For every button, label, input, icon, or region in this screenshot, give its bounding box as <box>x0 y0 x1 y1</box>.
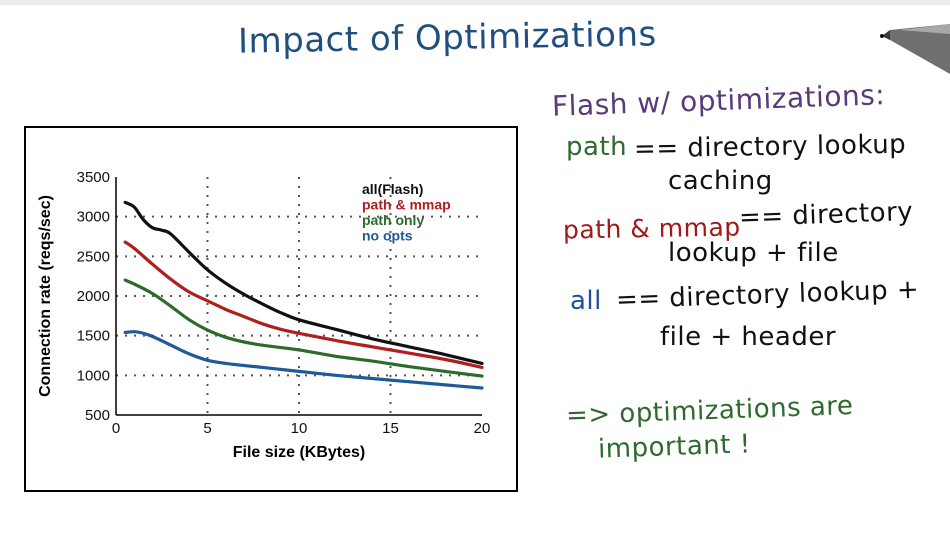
y-tick-label: 1000 <box>77 367 110 384</box>
x-tick-label: 20 <box>474 420 491 437</box>
note-all-definition-cont: file + header <box>660 322 837 352</box>
legend-entry: path only <box>362 212 424 228</box>
note-conclusion: => optimizations are <box>565 390 854 432</box>
y-tick-label: 2500 <box>77 248 110 265</box>
y-tick-label: 3000 <box>77 209 110 226</box>
note-path-term: path <box>566 132 628 162</box>
legend-entry: path & mmap <box>362 197 451 213</box>
legend-entry: all(Flash) <box>362 181 423 197</box>
x-tick-label: 5 <box>203 420 211 437</box>
x-tick-label: 10 <box>291 420 308 437</box>
x-axis-label: File size (KBytes) <box>233 444 365 461</box>
y-tick-label: 2000 <box>77 288 110 305</box>
x-tick-labels: 0 5 10 15 20 <box>112 420 491 437</box>
series-line-no-opts <box>123 330 484 390</box>
chart-frame: 500 1000 1500 2000 2500 3000 3500 0 5 10 15 20 all… <box>24 126 518 492</box>
series-lines <box>123 200 484 390</box>
y-tick-label: 500 <box>85 407 110 424</box>
x-tick-label: 0 <box>112 420 120 437</box>
y-axis-label: Connection rate (reqs/sec) <box>37 195 54 397</box>
pen-icon <box>880 24 950 74</box>
slide-title: Impact of Optimizations <box>237 14 658 62</box>
series-line-path-only <box>123 278 484 378</box>
series-line-path-mmap <box>123 240 484 369</box>
note-mmap-definition-cont: lookup + file <box>668 238 839 268</box>
note-mmap-definition: == directory <box>738 196 914 234</box>
note-path-definition-cont: caching <box>668 166 773 196</box>
note-path-definition: == directory lookup <box>633 129 907 165</box>
legend-entry: no opts <box>362 228 413 244</box>
y-tick-label: 3500 <box>77 169 110 186</box>
line-chart: 500 1000 1500 2000 2500 3000 3500 0 5 10 15 20 all… <box>37 169 491 461</box>
top-border <box>0 0 950 5</box>
y-tick-label: 1500 <box>77 328 110 345</box>
note-conclusion-cont: important ! <box>597 429 752 465</box>
grid-lines <box>116 177 482 415</box>
note-all-definition: == directory lookup + <box>615 274 920 316</box>
series-line-all-flash <box>123 200 484 365</box>
notes-heading: Flash w/ optimizations: <box>551 78 886 123</box>
x-tick-label: 15 <box>382 420 399 437</box>
axes <box>115 177 482 416</box>
note-all-term: all <box>570 286 602 316</box>
y-tick-labels: 500 1000 1500 2000 2500 3000 3500 <box>77 169 110 424</box>
